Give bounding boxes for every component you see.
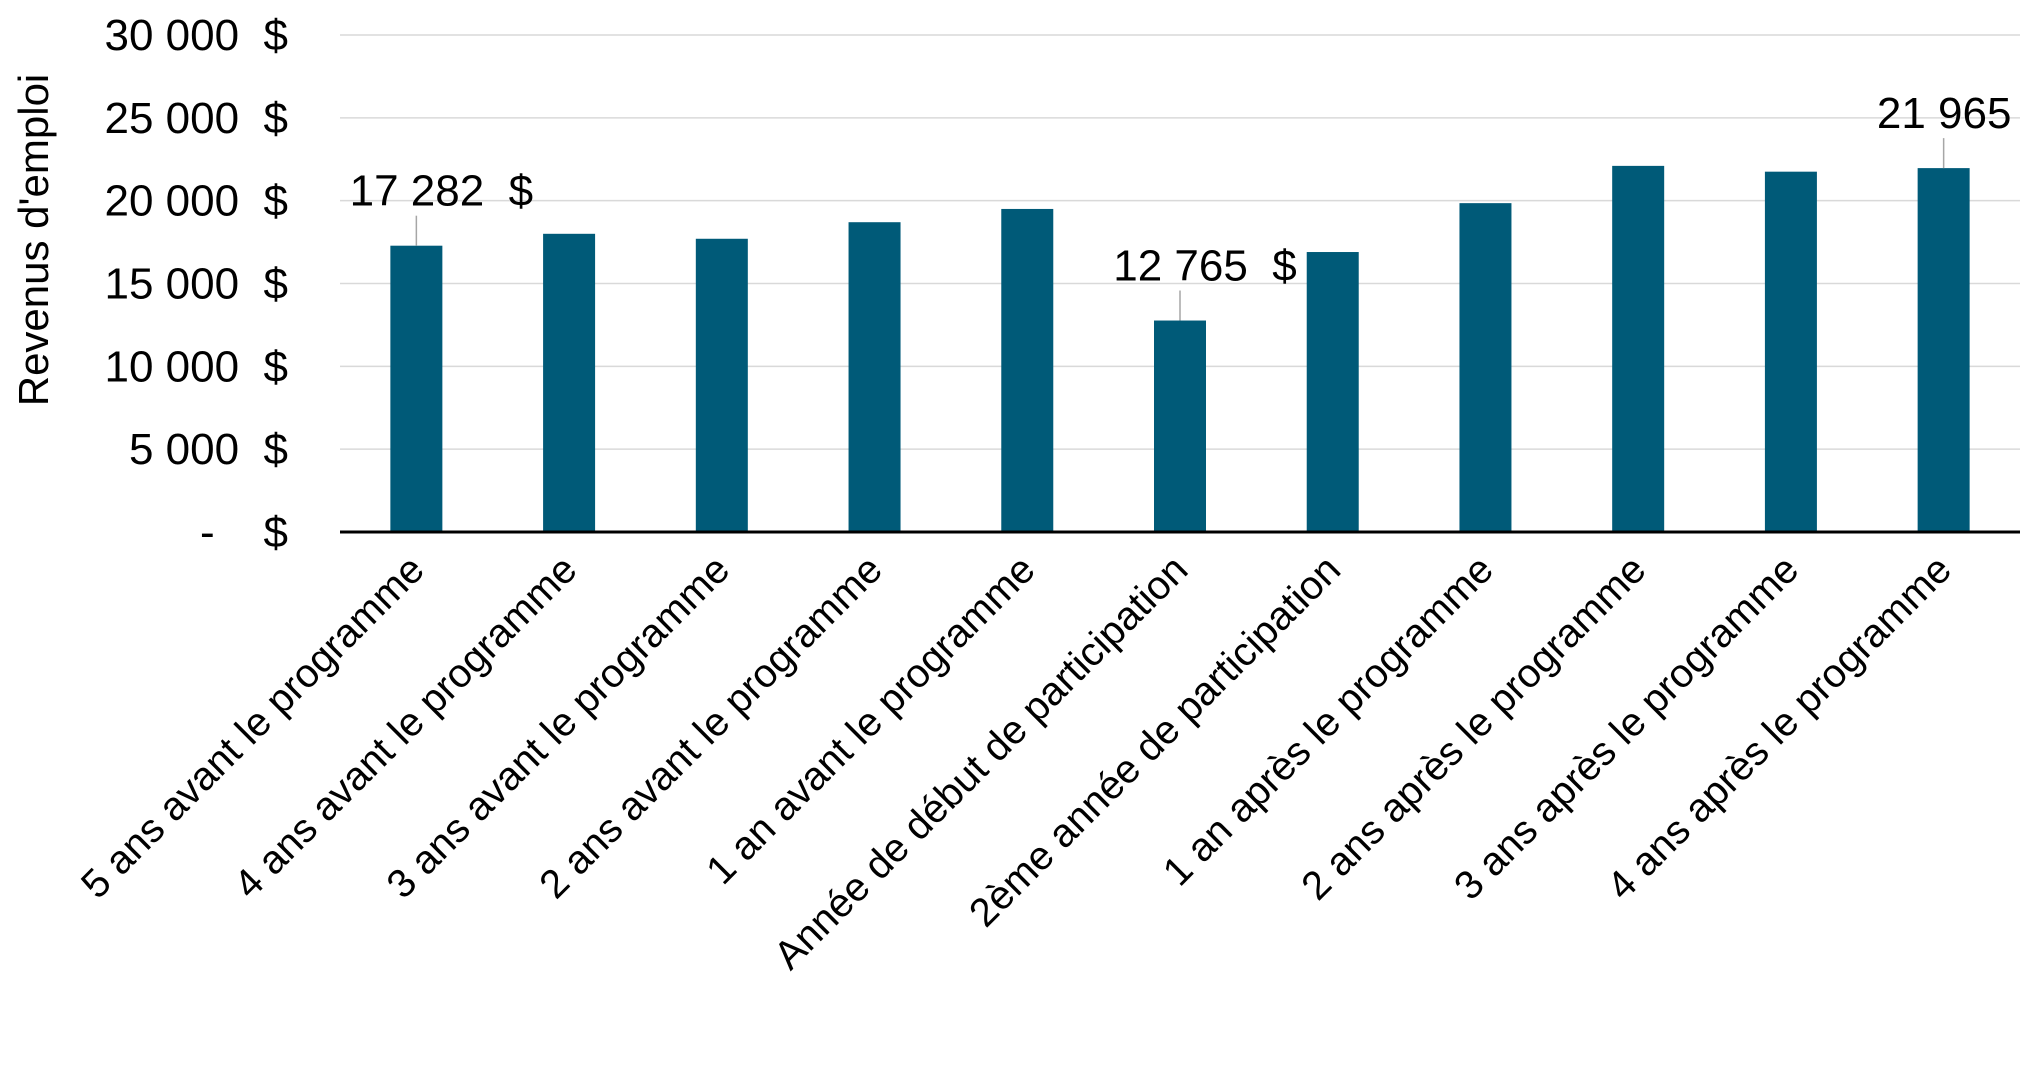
bar <box>1001 208 1054 532</box>
y-tick-label: - $ <box>200 508 288 557</box>
y-tick-label: 25 000 $ <box>105 94 289 143</box>
bar <box>1306 252 1359 533</box>
y-tick-label: 5 000 $ <box>129 425 288 474</box>
bar <box>695 238 748 532</box>
data-label: 21 965 $ <box>1877 89 2031 138</box>
bars <box>390 165 1970 533</box>
y-tick-label: 30 000 $ <box>105 11 289 60</box>
y-axis-title: Revenus d'emploi <box>10 74 57 407</box>
bar <box>848 222 901 532</box>
bar <box>1917 168 1970 532</box>
data-label-leaders <box>415 138 1945 321</box>
y-tick-label: 15 000 $ <box>105 260 289 309</box>
bar <box>1612 165 1665 533</box>
y-tick-label: 10 000 $ <box>105 342 289 391</box>
bar <box>543 233 596 533</box>
data-label: 12 765 $ <box>1113 242 1297 291</box>
bar <box>1764 171 1817 533</box>
data-label: 17 282 $ <box>350 167 534 216</box>
data-labels: 17 282 $ 12 765 $ 21 965 $ <box>350 89 2031 290</box>
y-axis-ticks: - $ 5 000 $ 10 000 $ 15 000 $ 20 000 $ 25 000… <box>105 11 289 557</box>
y-tick-label: 20 000 $ <box>105 177 289 226</box>
bar <box>1459 203 1512 532</box>
bar <box>1154 320 1206 532</box>
bar <box>390 245 443 532</box>
gridlines <box>340 34 2020 450</box>
